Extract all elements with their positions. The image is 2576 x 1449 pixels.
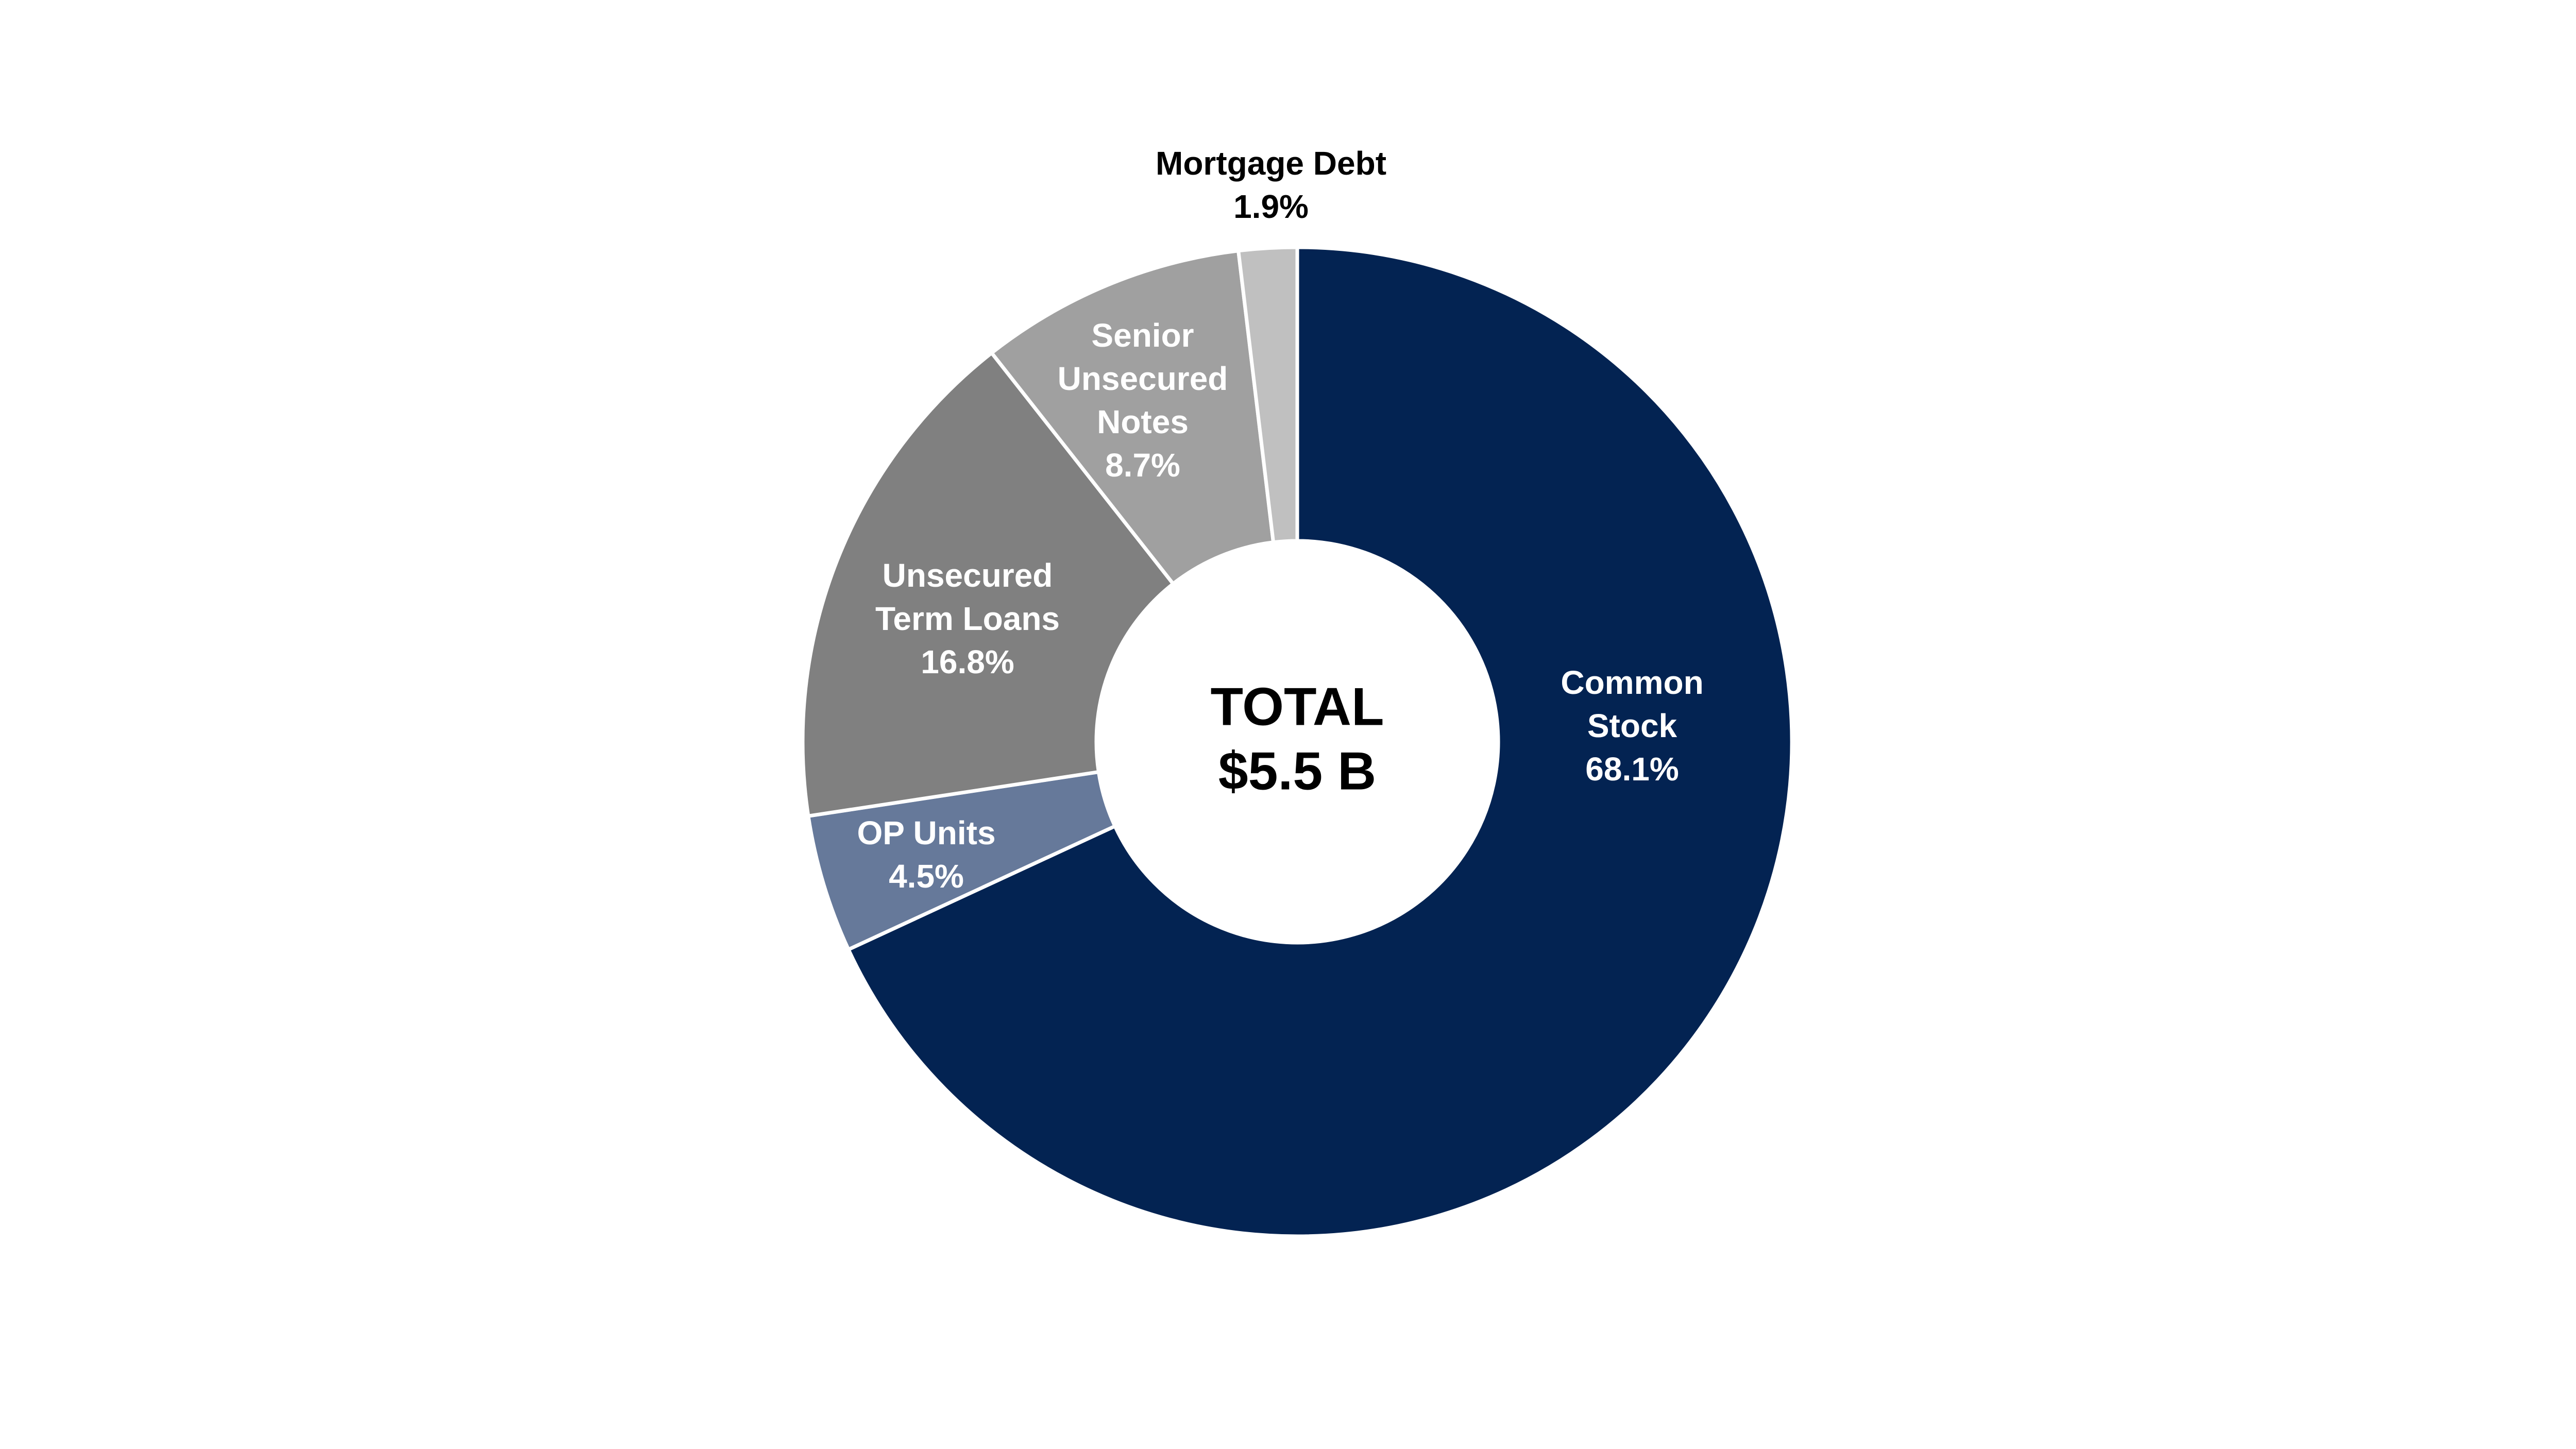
- center-label: $5.5 B: [1218, 741, 1376, 801]
- value-label: 1.9%: [1233, 188, 1309, 225]
- slice-label: Common Stock: [1561, 664, 1703, 744]
- slice-label: Unsecured Term Loans: [875, 557, 1060, 637]
- center-label: TOTAL: [1211, 677, 1384, 737]
- slice-label: OP Units: [857, 814, 995, 851]
- slice-label: Senior Unsecured Notes: [1058, 317, 1228, 440]
- slice-label: Mortgage Debt: [1156, 145, 1386, 182]
- value-label: 16.8%: [921, 643, 1014, 680]
- value-label: 4.5%: [889, 858, 964, 895]
- donut-slice: [989, 248, 1276, 587]
- value-label: 8.7%: [1105, 447, 1180, 484]
- donut-slice: [1236, 245, 1299, 544]
- donut-slice: [846, 245, 1794, 1238]
- value-label: 68.1%: [1585, 751, 1679, 788]
